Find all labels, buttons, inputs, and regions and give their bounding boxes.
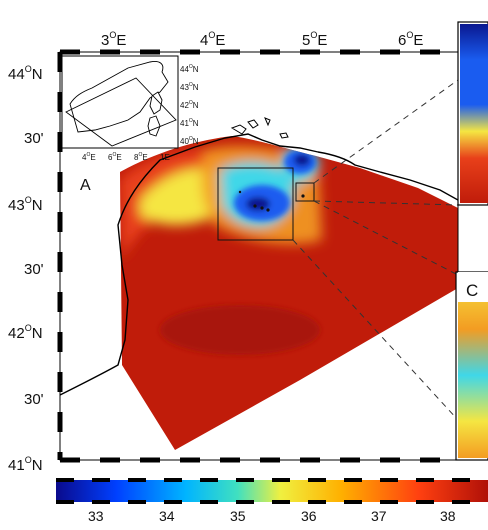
station [301, 194, 305, 198]
station [253, 204, 257, 208]
left-axis-labels: 44ON 30' 43ON 30' 42ON 30' 41ON [8, 64, 44, 474]
panel-c-label-bg [458, 272, 488, 302]
field-south-deep [160, 305, 320, 355]
panel-label-a: A [80, 177, 91, 194]
inset-lat-label: 41ON [180, 118, 199, 128]
lon-label: 5OE [302, 30, 327, 49]
station [238, 190, 242, 194]
inset-domain-outline [65, 77, 177, 147]
inset-islands [147, 91, 163, 137]
inset-lat-label: 40ON [180, 136, 199, 146]
lat-label: 42ON [8, 323, 43, 342]
islands [230, 117, 289, 139]
salinity-field [120, 136, 458, 450]
coastline [60, 133, 458, 396]
colorbar: 33 34 35 36 37 38 [56, 478, 488, 524]
lon-label: 3OE [101, 30, 126, 49]
lat-label: 30' [24, 391, 44, 408]
panel-c-cropped: C [455, 271, 488, 461]
colorbar-tick: 37 [371, 508, 387, 524]
top-axis-labels: 3OE 4OE 5OE 6OE [101, 30, 423, 49]
colorbar-tick: 38 [440, 508, 456, 524]
leader-line [313, 200, 458, 206]
inset-lat-label: 43ON [180, 82, 199, 92]
field-plume-navy [294, 154, 310, 166]
lat-label: 30' [24, 130, 44, 147]
inset-coastline [69, 61, 169, 133]
lat-label: 44ON [8, 64, 43, 83]
inset-lon-label: 6OE [108, 152, 122, 162]
inset-lon-label: 8OE [134, 152, 148, 162]
inset-lat-label: 42ON [180, 100, 199, 110]
leader-line [313, 79, 458, 184]
colorbar-tick: 33 [88, 508, 104, 524]
lat-label: 41ON [8, 455, 43, 474]
lat-label: 43ON [8, 195, 43, 214]
colorbar-tick: 35 [230, 508, 246, 524]
zoom-box-large [217, 167, 294, 241]
panel-label-c: C [466, 281, 478, 300]
field-center-navy [246, 197, 270, 211]
inset-lat-label: 44ON [180, 64, 199, 74]
lon-label: 4OE [200, 30, 225, 49]
colorbar-tick: 34 [159, 508, 175, 524]
leader-line [292, 239, 458, 421]
zoom-box-small [295, 182, 315, 202]
map-frame [57, 49, 459, 463]
inset-lon-label: 1E [160, 153, 170, 162]
locator-inset: 44ON 43ON 42ON 41ON 40ON 4OE 6OE 8OE 1E [61, 55, 199, 162]
panel-b-field [460, 24, 488, 203]
main-map [60, 52, 458, 460]
lon-label: 6OE [398, 30, 423, 49]
panel-c-field [458, 274, 488, 458]
panel-b-cropped [457, 21, 488, 206]
inset-lon-label: 4OE [82, 152, 96, 162]
station [266, 208, 270, 212]
colorbar-tick: 36 [301, 508, 317, 524]
lat-label: 30' [24, 261, 44, 278]
colorbar-bar [56, 480, 488, 502]
leader-line [313, 200, 458, 276]
stations [238, 190, 305, 212]
station [260, 206, 264, 210]
